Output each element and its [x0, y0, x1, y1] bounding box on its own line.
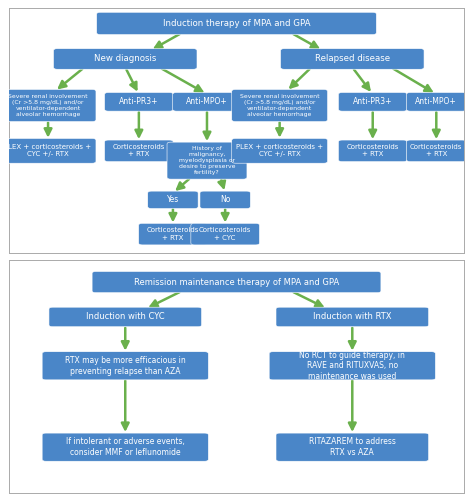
Text: Severe renal involvement
(Cr >5.8 mg/dL) and/or
ventilator-dependent
alveolar he: Severe renal involvement (Cr >5.8 mg/dL)… [240, 94, 319, 117]
FancyBboxPatch shape [105, 92, 173, 111]
Text: RITAZAREM to address
RTX vs AZA: RITAZAREM to address RTX vs AZA [309, 438, 396, 457]
FancyBboxPatch shape [0, 138, 96, 163]
FancyBboxPatch shape [42, 433, 208, 461]
FancyBboxPatch shape [167, 142, 247, 179]
Text: Anti-PR3+: Anti-PR3+ [119, 98, 158, 106]
Text: Corticosteroids
+ CYC: Corticosteroids + CYC [199, 228, 251, 241]
FancyBboxPatch shape [269, 352, 435, 380]
Text: Corticosteroids
+ RTX: Corticosteroids + RTX [147, 228, 199, 241]
Text: New diagnosis: New diagnosis [94, 54, 157, 64]
FancyBboxPatch shape [407, 92, 466, 111]
FancyBboxPatch shape [339, 92, 407, 111]
Text: No RCT to guide therapy, in
RAVE and RITUXVAS, no
maintenance was used: No RCT to guide therapy, in RAVE and RIT… [299, 350, 405, 381]
FancyBboxPatch shape [276, 307, 429, 326]
FancyBboxPatch shape [191, 224, 259, 245]
FancyBboxPatch shape [339, 140, 407, 162]
Text: Induction with CYC: Induction with CYC [86, 312, 165, 322]
Text: Induction therapy of MPA and GPA: Induction therapy of MPA and GPA [163, 19, 310, 28]
FancyBboxPatch shape [276, 433, 429, 461]
Text: Anti-PR3+: Anti-PR3+ [353, 98, 393, 106]
FancyBboxPatch shape [407, 140, 466, 162]
Text: Relapsed disease: Relapsed disease [315, 54, 390, 64]
FancyBboxPatch shape [53, 48, 197, 69]
Text: Yes: Yes [167, 196, 179, 204]
FancyBboxPatch shape [42, 352, 208, 380]
Text: PLEX + corticosteroids +
CYC +/- RTX: PLEX + corticosteroids + CYC +/- RTX [236, 144, 323, 158]
Text: Anti-MPO+: Anti-MPO+ [415, 98, 457, 106]
FancyBboxPatch shape [232, 138, 327, 163]
Text: No: No [220, 196, 230, 204]
FancyBboxPatch shape [173, 92, 241, 111]
FancyBboxPatch shape [232, 90, 327, 122]
Text: PLEX + corticosteroids +
CYC +/- RTX: PLEX + corticosteroids + CYC +/- RTX [5, 144, 92, 158]
FancyBboxPatch shape [96, 12, 377, 34]
Text: If intolerant or adverse events,
consider MMF or leflunomide: If intolerant or adverse events, conside… [66, 438, 184, 457]
FancyBboxPatch shape [105, 140, 173, 162]
Text: History of
malignancy,
myelodysplasia or
desire to preserve
fertility?: History of malignancy, myelodysplasia or… [179, 146, 235, 175]
FancyBboxPatch shape [280, 48, 424, 69]
Text: Corticosteroids
+ RTX: Corticosteroids + RTX [410, 144, 463, 158]
Text: RTX may be more efficacious in
preventing relapse than AZA: RTX may be more efficacious in preventin… [65, 356, 185, 376]
Text: Severe renal involvement
(Cr >5.8 mg/dL) and/or
ventilator-dependent
alveolar he: Severe renal involvement (Cr >5.8 mg/dL)… [8, 94, 88, 117]
FancyBboxPatch shape [49, 307, 201, 326]
Text: Corticosteroids
+ RTX: Corticosteroids + RTX [347, 144, 399, 158]
FancyBboxPatch shape [148, 191, 198, 208]
FancyBboxPatch shape [0, 90, 96, 122]
Text: Corticosteroids
+ RTX: Corticosteroids + RTX [113, 144, 165, 158]
FancyBboxPatch shape [92, 272, 381, 292]
Text: Anti-MPO+: Anti-MPO+ [186, 98, 228, 106]
Text: Remission maintenance therapy of MPA and GPA: Remission maintenance therapy of MPA and… [134, 278, 339, 286]
Text: Induction with RTX: Induction with RTX [313, 312, 392, 322]
FancyBboxPatch shape [139, 224, 207, 245]
FancyBboxPatch shape [200, 191, 250, 208]
